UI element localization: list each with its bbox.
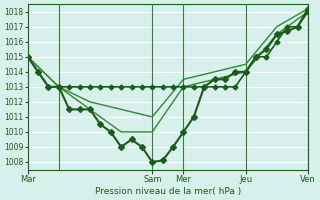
- X-axis label: Pression niveau de la mer( hPa ): Pression niveau de la mer( hPa ): [95, 187, 241, 196]
